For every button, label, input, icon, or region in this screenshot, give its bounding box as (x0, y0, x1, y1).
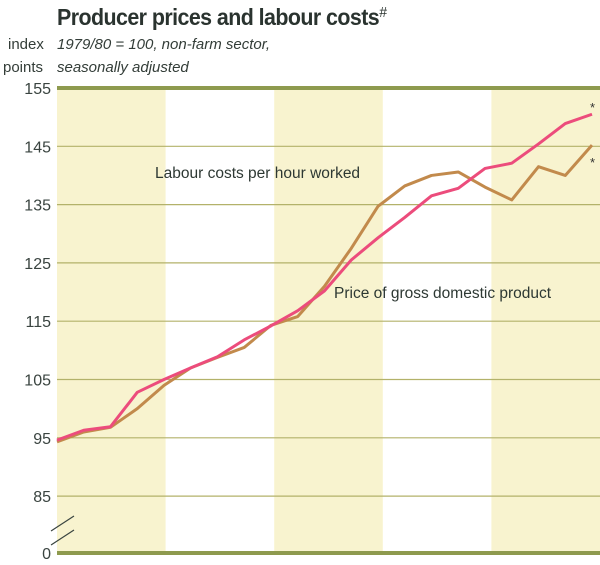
chart-title-text: Producer prices and labour costs (57, 4, 380, 30)
title-footnote-mark: # (379, 4, 387, 21)
y-axis-label-line1: index (8, 36, 44, 53)
y-tick-label: 155 (24, 81, 51, 98)
series-label-gdp-price: Price of gross domestic product (334, 285, 552, 302)
y-tick-label: 135 (24, 198, 51, 215)
y-tick-label: 0 (42, 546, 51, 563)
subtitle-line2: seasonally adjusted (57, 59, 189, 76)
chart-title: Producer prices and labour costs# (57, 4, 387, 31)
end-marker-asterisk: * (590, 100, 595, 115)
subtitle-line1: 1979/80 = 100, non-farm sector, (57, 36, 271, 53)
y-tick-label: 95 (33, 431, 51, 448)
axis-break-mark (50, 515, 75, 532)
shaded-band (491, 88, 600, 553)
shaded-band (274, 88, 383, 553)
y-tick-label: 145 (24, 139, 51, 156)
y-tick-label: 125 (24, 256, 51, 273)
series-label-labour-costs: Labour costs per hour worked (155, 165, 360, 182)
y-tick-label: 85 (33, 489, 51, 506)
shaded-band (57, 88, 166, 553)
axis-break-mark (50, 529, 75, 546)
end-marker-asterisk: * (590, 155, 595, 170)
y-tick-label: 115 (25, 314, 51, 331)
y-axis-label-line2: points (3, 59, 44, 76)
y-tick-label: 105 (24, 373, 51, 390)
